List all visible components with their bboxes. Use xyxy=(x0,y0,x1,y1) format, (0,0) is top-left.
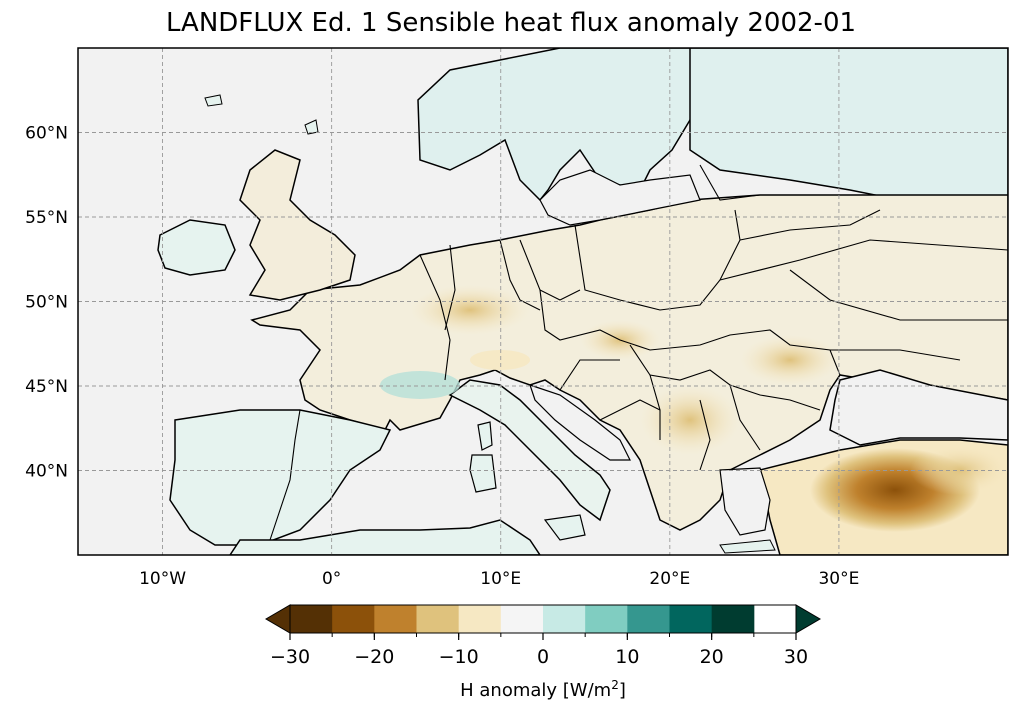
land-italy xyxy=(448,379,611,522)
land-sardinia xyxy=(469,454,497,493)
colorbar-segment xyxy=(374,605,417,633)
lon-tick-labels: 10°W 0° 10°E 20°E 30°E xyxy=(139,569,859,589)
lat-tick-label: 60°N xyxy=(25,124,68,144)
colorbar-tick-label: 10 xyxy=(615,646,639,668)
colorbar-segment xyxy=(669,605,713,633)
colorbar-tick-label: 20 xyxy=(700,646,724,668)
colorbar-segment xyxy=(416,605,460,633)
map-title: LANDFLUX Ed. 1 Sensible heat flux anomal… xyxy=(165,8,857,38)
colorbar-label: H anomaly [W/m2] xyxy=(460,678,626,701)
lat-tick-labels: 40°N 45°N 50°N 55°N 60°N xyxy=(25,124,68,482)
colorbar-segment xyxy=(290,605,333,633)
land-iberia xyxy=(169,409,392,546)
colorbar-segment xyxy=(627,605,670,633)
lon-tick-label: 30°E xyxy=(818,569,859,589)
colorbar-tick-label: 0 xyxy=(537,646,549,668)
lon-tick-label: 10°E xyxy=(480,569,521,589)
colorbar-segment xyxy=(543,605,586,633)
land-finland xyxy=(689,48,1008,201)
sea-adriatic xyxy=(529,384,631,461)
land-shetland xyxy=(304,119,319,135)
lat-tick-label: 45°N xyxy=(25,377,68,397)
colorbar-segment xyxy=(711,605,755,633)
lon-tick-label: 20°E xyxy=(649,569,690,589)
lat-tick-label: 40°N xyxy=(25,462,68,482)
colorbar-tick-label: −20 xyxy=(354,646,394,668)
sea-baltic xyxy=(539,169,701,226)
colorbar-tick-label: 30 xyxy=(784,646,808,668)
colorbar-tick-label: −10 xyxy=(439,646,479,668)
land-faroe xyxy=(204,94,223,107)
lon-tick-label: 10°W xyxy=(139,569,186,589)
land-layer xyxy=(157,48,1008,555)
land-ireland xyxy=(157,219,236,276)
colorbar-segment xyxy=(500,605,544,633)
gridlines xyxy=(78,48,1008,555)
country-borders xyxy=(269,164,1008,541)
colorbar-extend-min xyxy=(265,604,291,634)
colorbar-extend-max xyxy=(795,604,821,634)
lat-tick-label: 55°N xyxy=(25,208,68,228)
sea-black xyxy=(829,369,1008,446)
land-britain xyxy=(239,149,356,301)
land-corsica xyxy=(477,421,493,451)
map-frame xyxy=(77,47,1009,556)
colorbar-segment xyxy=(332,605,375,633)
sea-aegean xyxy=(719,467,771,536)
land-sicily xyxy=(543,514,586,541)
lon-tick-label: 0° xyxy=(322,569,341,589)
colorbar-tick-label: −30 xyxy=(270,646,310,668)
colorbar-segment xyxy=(458,605,502,633)
land-crete xyxy=(719,539,776,554)
colorbar: −30 −20 −10 0 10 20 30 xyxy=(265,604,821,668)
lat-tick-label: 50°N xyxy=(25,293,68,313)
colorbar-segment xyxy=(585,605,628,633)
